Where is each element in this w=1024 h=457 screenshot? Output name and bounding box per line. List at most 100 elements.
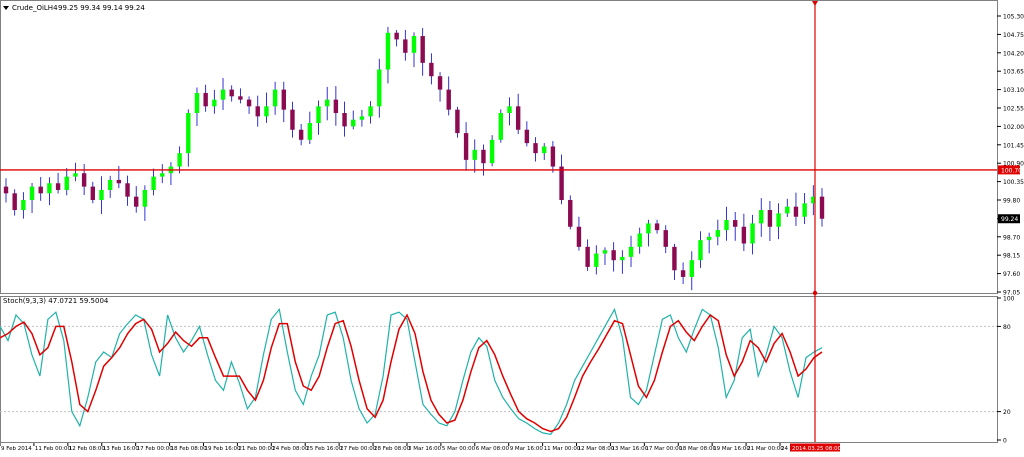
candle-bull	[151, 176, 156, 190]
candle-bull	[750, 223, 755, 244]
crosshair-time-badge	[790, 443, 840, 452]
candle-bear	[732, 220, 738, 227]
price-tick-label: 97.05	[1003, 290, 1020, 297]
candle-bear	[663, 230, 668, 247]
time-tick-label: 11 Mar 00:00	[544, 446, 581, 452]
candle-bear	[246, 99, 252, 107]
candle-bull	[542, 146, 547, 154]
time-tick-label: 18 Feb 08:00	[171, 446, 208, 452]
price-tick-label: 98.70	[1003, 234, 1020, 241]
candle-bear	[767, 210, 773, 227]
time-tick-label: 19 Feb 16:00	[204, 446, 241, 452]
ohlc-readout: 99.25 99.34 99.14 99.24	[58, 4, 145, 12]
candle-bull	[620, 256, 625, 261]
candle-bull	[785, 206, 790, 214]
crosshair-price-label: 100.70	[1001, 167, 1022, 174]
crosshair-marker-mid	[812, 290, 818, 296]
candle-bear	[298, 129, 304, 140]
candle-bull	[594, 253, 599, 267]
stoch-panel[interactable]	[0, 296, 998, 443]
main-panel[interactable]	[0, 0, 998, 294]
candle-bull	[64, 176, 69, 190]
candle-bear	[125, 183, 130, 197]
candle-bear	[81, 173, 87, 187]
price-tick-label: 104.75	[1003, 32, 1024, 39]
time-tick-label: 12 Mar 08:00	[578, 446, 615, 452]
time-tick-label: 3 Mar 16:00	[408, 446, 442, 452]
candle-bear	[455, 109, 460, 134]
symbol-title: Crude_OiLH4	[12, 4, 58, 12]
candle-bull	[220, 89, 226, 100]
time-tick-label: 18 Mar 08:00	[679, 446, 716, 452]
candle-bull	[602, 250, 608, 254]
time-tick-label: 27 Feb 00:00	[340, 446, 377, 452]
candle-bull	[99, 189, 104, 200]
candle-bull	[802, 203, 807, 217]
price-tick-label: 104.20	[1003, 50, 1024, 57]
candle-bull	[759, 210, 764, 224]
candle-bear	[55, 183, 61, 190]
candle-bear	[611, 250, 616, 261]
time-tick-label: 11 Feb 00:00	[35, 446, 72, 452]
candle-bull	[811, 196, 816, 204]
time-tick-label: 28 Feb 08:00	[374, 446, 411, 452]
candle-bear	[333, 99, 339, 114]
time-tick-label: 25 Feb 16:00	[306, 446, 343, 452]
candle-bull	[307, 123, 313, 140]
candle-bear	[524, 129, 530, 144]
candle-bear	[394, 32, 399, 40]
candle-bull	[359, 116, 365, 120]
time-tick-label: 13 Mar 16:00	[611, 446, 648, 452]
time-tick-label: 13 Feb 16:00	[103, 446, 140, 452]
crosshair-marker-top	[812, 1, 818, 6]
candle-bear	[229, 89, 234, 97]
candle-bull	[160, 173, 165, 177]
candle-bear	[12, 193, 17, 211]
candle-bull	[689, 260, 694, 277]
candle-bear	[429, 62, 434, 77]
candle-bear	[819, 196, 825, 219]
candle-bull	[107, 179, 113, 190]
price-tick-label: 101.45	[1003, 142, 1024, 149]
candle-bull	[385, 32, 391, 70]
price-tick-label: 97.60	[1003, 271, 1020, 278]
dropdown-triangle-icon[interactable]	[3, 6, 9, 10]
candle-bull	[724, 220, 729, 231]
stoch-title: Stoch(9,3,3) 47.0721 59.5004	[3, 297, 109, 305]
price-tick-label: 103.65	[1003, 69, 1024, 76]
candle-bull	[368, 106, 373, 117]
candle-bear	[3, 186, 9, 194]
time-tick-label: 9 Feb 2014	[1, 446, 32, 452]
time-tick-label: 21 Feb 00:00	[238, 446, 275, 452]
candle-bear	[680, 270, 686, 277]
price-tick-label: 98.15	[1003, 253, 1020, 260]
candle-bear	[342, 113, 347, 127]
candle-bull	[177, 153, 182, 167]
price-tick-label: 100.90	[1003, 161, 1024, 168]
candle-bull	[186, 113, 191, 154]
time-tick-label: 9 Mar 16:00	[510, 446, 544, 452]
candle-bear	[515, 106, 521, 130]
candle-bear	[585, 246, 590, 267]
price-tick-label: 99.80	[1003, 198, 1020, 205]
candle-bull	[264, 106, 269, 117]
candle-bull	[212, 99, 217, 107]
candle-bull	[47, 183, 52, 194]
candle-bear	[463, 133, 469, 160]
candle-bear	[238, 96, 243, 100]
candle-bear	[559, 166, 564, 200]
time-tick-label: 19 Mar 16:00	[713, 446, 750, 452]
candle-bear	[281, 89, 286, 110]
candle-bull	[698, 240, 703, 261]
candle-bear	[290, 109, 295, 130]
candle-bull	[646, 223, 651, 234]
candle-bull	[507, 106, 512, 114]
candle-bear	[134, 196, 139, 207]
candle-bear	[741, 226, 747, 244]
candle-bull	[73, 173, 78, 177]
candle-bull	[637, 233, 642, 247]
time-tick-label: 24 Feb 08:00	[272, 446, 309, 452]
candle-bull	[316, 106, 321, 124]
